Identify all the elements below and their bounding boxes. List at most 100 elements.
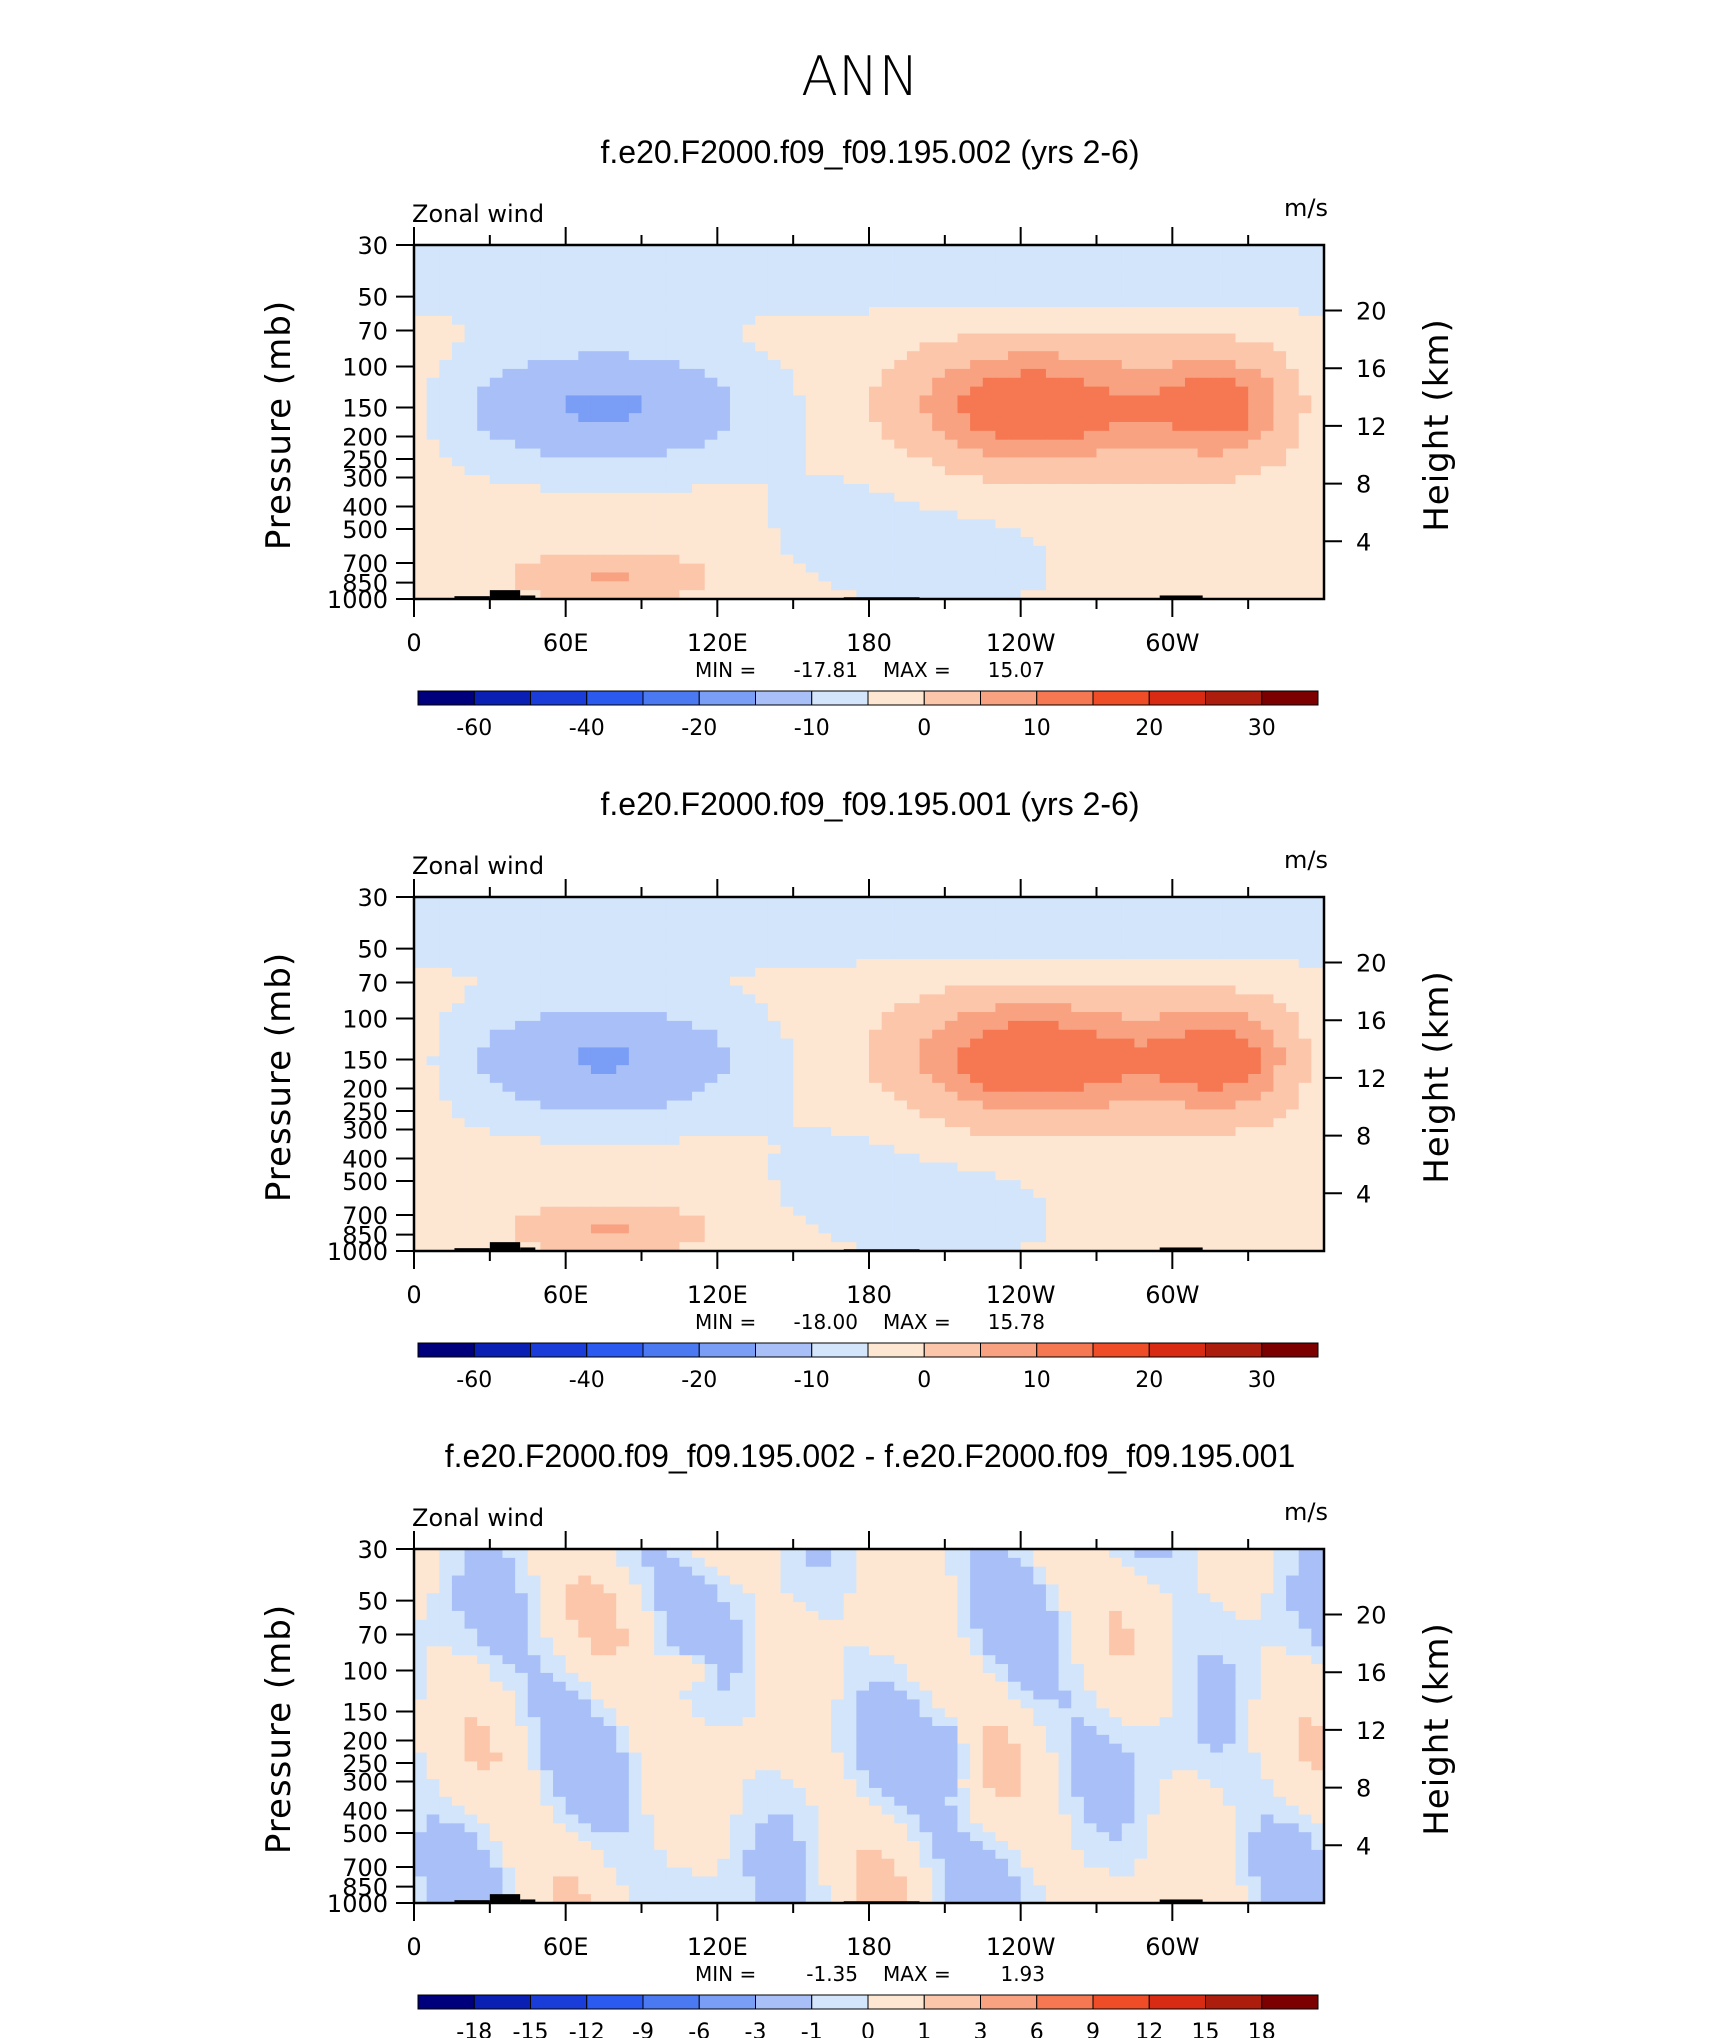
- heatmap-cell: [439, 941, 453, 951]
- heatmap-cell: [856, 422, 870, 432]
- heatmap-cell: [818, 466, 832, 476]
- heatmap-cell: [1248, 1003, 1262, 1013]
- heatmap-cell: [489, 572, 504, 582]
- heatmap-cell: [793, 994, 807, 1004]
- heatmap-cell: [995, 360, 1009, 370]
- heatmap-cell: [451, 1012, 466, 1022]
- heatmap-cell: [729, 422, 744, 432]
- heatmap-cell: [1184, 590, 1199, 600]
- heatmap-cell: [641, 1029, 655, 1040]
- heatmap-cell: [679, 413, 693, 423]
- heatmap-cell: [1235, 1020, 1249, 1031]
- heatmap-cell: [679, 342, 693, 352]
- heatmap-cell: [805, 333, 820, 343]
- heatmap-cell: [1008, 306, 1022, 317]
- heatmap-cell: [590, 1012, 605, 1022]
- heatmap-cell: [1008, 958, 1022, 969]
- heatmap-cell: [1121, 932, 1136, 942]
- heatmap-cell: [729, 1100, 744, 1110]
- heatmap-cell: [1096, 958, 1110, 969]
- heatmap-cell: [1235, 430, 1249, 441]
- heatmap-cell: [654, 377, 668, 388]
- heatmap-cell: [1071, 563, 1085, 574]
- heatmap-cell: [856, 368, 870, 379]
- heatmap-cell: [540, 1109, 554, 1119]
- heatmap-cell: [414, 377, 428, 388]
- heatmap-cell: [780, 1091, 794, 1102]
- heatmap-cell: [628, 253, 643, 264]
- heatmap-cell: [793, 519, 807, 529]
- heatmap-cell: [755, 905, 769, 916]
- heatmap-cell: [1159, 572, 1173, 582]
- heatmap-cell: [565, 501, 579, 512]
- heatmap-cell: [1071, 1038, 1085, 1049]
- heatmap-cell: [1172, 448, 1186, 458]
- heatmap-cell: [628, 1135, 643, 1146]
- heatmap-cell: [919, 914, 933, 925]
- heatmap-cell: [641, 537, 655, 547]
- heatmap-cell: [1096, 404, 1110, 414]
- heatmap-cell: [1248, 1100, 1262, 1110]
- heatmap-cell: [906, 262, 921, 273]
- heatmap-cell: [856, 572, 870, 582]
- heatmap-cell: [1147, 315, 1161, 326]
- heatmap-cell: [1096, 333, 1110, 343]
- heatmap-cell: [426, 923, 440, 933]
- heatmap-cell: [856, 1065, 870, 1075]
- heatmap-cell: [641, 439, 655, 450]
- heatmap-cell: [1020, 342, 1034, 352]
- heatmap-cell: [1109, 1074, 1123, 1084]
- heatmap-cell: [553, 897, 567, 907]
- heatmap-cell: [881, 932, 895, 942]
- heatmap-cell: [692, 914, 706, 925]
- heatmap-cell: [1033, 1074, 1047, 1084]
- heatmap-cell: [1045, 1118, 1060, 1128]
- heatmap-cell: [729, 315, 744, 326]
- heatmap-cell: [944, 994, 959, 1004]
- heatmap-cell: [1222, 958, 1237, 969]
- heatmap-cell: [1071, 905, 1085, 916]
- heatmap-cell: [1286, 1091, 1300, 1102]
- heatmap-cell: [1184, 1100, 1199, 1110]
- heatmap-cell: [805, 1056, 820, 1066]
- heatmap-cell: [628, 572, 643, 582]
- heatmap-cell: [1033, 985, 1047, 995]
- heatmap-cell: [654, 1135, 668, 1146]
- heatmap-cell: [451, 422, 466, 432]
- heatmap-cell: [944, 1012, 959, 1022]
- heatmap-cell: [666, 271, 681, 281]
- heatmap-cell: [641, 1109, 655, 1119]
- heatmap-cell: [881, 475, 895, 485]
- heatmap-cell: [793, 1109, 807, 1119]
- heatmap-cell: [1311, 298, 1325, 308]
- heatmap-cell: [1071, 448, 1085, 458]
- heatmap-cell: [1210, 941, 1224, 951]
- heatmap-cell: [1298, 510, 1312, 520]
- heatmap-cell: [1172, 941, 1186, 951]
- heatmap-cell: [1286, 985, 1300, 995]
- heatmap-cell: [426, 967, 440, 978]
- heatmap-cell: [767, 298, 782, 308]
- heatmap-cell: [1071, 351, 1085, 361]
- heatmap-cell: [527, 985, 541, 995]
- heatmap-cell: [439, 563, 453, 574]
- heatmap-cell: [1033, 1047, 1047, 1057]
- heatmap-cell: [502, 537, 516, 547]
- heatmap-cell: [982, 430, 996, 441]
- heatmap-cell: [729, 333, 744, 343]
- heatmap-cell: [1210, 448, 1224, 458]
- heatmap-cell: [439, 897, 453, 907]
- heatmap-cell: [1020, 475, 1034, 485]
- heatmap-cell: [1172, 914, 1186, 925]
- x-tick-label: 60E: [543, 629, 589, 657]
- heatmap-cell: [894, 262, 908, 273]
- heatmap-cell: [1045, 298, 1060, 308]
- heatmap-cell: [704, 333, 718, 343]
- heatmap-cell: [451, 315, 466, 326]
- heatmap-cell: [1008, 351, 1022, 361]
- heatmap-cell: [502, 958, 516, 969]
- heatmap-cell: [502, 439, 516, 450]
- heatmap-cell: [1109, 554, 1123, 565]
- heatmap-cell: [616, 1082, 630, 1093]
- heatmap-cell: [755, 253, 769, 264]
